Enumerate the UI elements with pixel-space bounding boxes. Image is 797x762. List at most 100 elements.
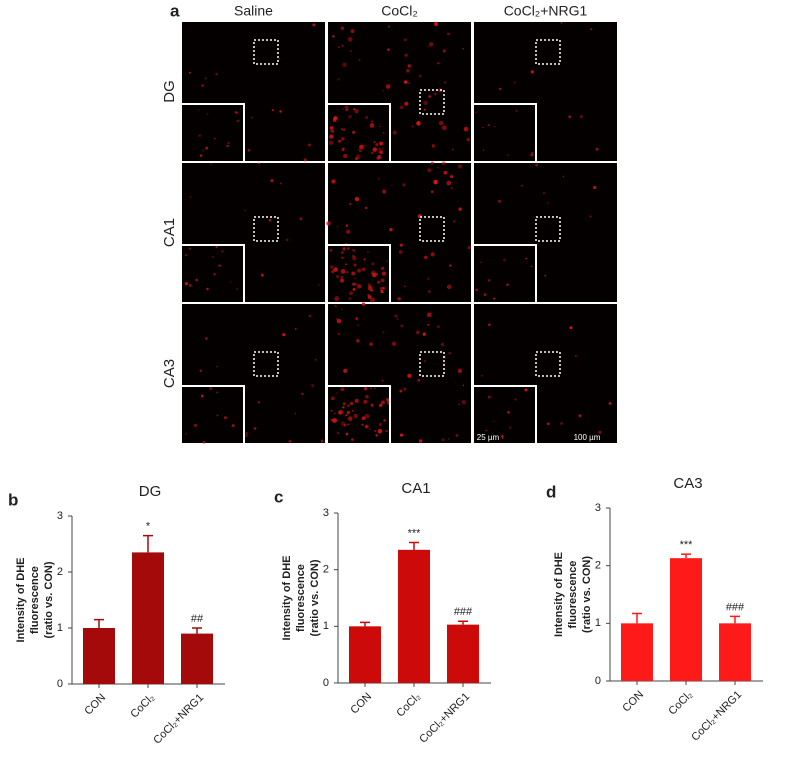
fluorescence-dot bbox=[286, 238, 289, 242]
scale-bar-label: 25 µm bbox=[477, 433, 500, 442]
fluorescence-dot bbox=[348, 416, 353, 421]
fluorescence-dot bbox=[406, 69, 410, 73]
fluorescence-dot bbox=[314, 359, 317, 361]
fluorescence-dot bbox=[506, 283, 509, 287]
micrograph bbox=[328, 304, 471, 443]
fluorescence-dot bbox=[336, 318, 342, 324]
inset-border bbox=[474, 103, 537, 161]
fluorescence-dot bbox=[342, 247, 346, 251]
fluorescence-dot bbox=[386, 398, 390, 402]
fluorescence-dot bbox=[488, 323, 491, 327]
fluorescence-dot bbox=[382, 147, 384, 149]
fluorescence-dot bbox=[342, 406, 345, 409]
fluorescence-dot bbox=[355, 317, 359, 321]
fluorescence-dot bbox=[337, 109, 339, 112]
fluorescence-dot bbox=[380, 400, 385, 405]
fluorescence-dot bbox=[195, 278, 199, 282]
fluorescence-dot bbox=[447, 32, 450, 35]
fluorescence-dot bbox=[482, 126, 484, 129]
fluorescence-dot bbox=[361, 416, 366, 421]
fluorescence-dot bbox=[455, 434, 459, 437]
fluorescence-dot bbox=[214, 137, 216, 140]
x-tick-label: CoCl₂+NRG1 bbox=[151, 692, 206, 747]
fluorescence-dot bbox=[404, 80, 408, 84]
fluorescence-dot bbox=[373, 141, 376, 143]
fluorescence-dot bbox=[312, 23, 316, 27]
fluorescence-dot bbox=[353, 263, 357, 267]
fluorescence-dot bbox=[487, 395, 491, 399]
fluorescence-dot bbox=[379, 141, 384, 146]
fluorescence-dot bbox=[357, 324, 360, 327]
fluorescence-dot bbox=[428, 95, 432, 98]
fluorescence-dot bbox=[342, 62, 347, 68]
fluorescence-dot bbox=[213, 273, 216, 276]
fluorescence-dot bbox=[441, 161, 446, 165]
fluorescence-dot bbox=[345, 224, 349, 227]
fluorescence-dot bbox=[257, 162, 260, 165]
fluorescence-dot bbox=[423, 360, 426, 363]
fluorescence-dot bbox=[392, 130, 397, 135]
fluorescence-dot bbox=[334, 296, 340, 302]
fluorescence-dot bbox=[357, 268, 362, 273]
fluorescence-dot bbox=[546, 422, 550, 426]
fluorescence-dot bbox=[386, 260, 388, 262]
fluorescence-dot bbox=[377, 151, 380, 153]
fluorescence-dot bbox=[446, 284, 452, 290]
inset-border bbox=[328, 385, 391, 443]
fluorescence-dot bbox=[334, 304, 337, 308]
fluorescence-dot bbox=[380, 289, 384, 294]
fluorescence-dot bbox=[341, 256, 344, 259]
x-tick-label: CoCl₂ bbox=[394, 691, 423, 720]
fluorescence-dot bbox=[399, 105, 404, 110]
fluorescence-dot bbox=[485, 429, 488, 432]
fluorescence-dot bbox=[397, 297, 401, 301]
fluorescence-dot bbox=[253, 427, 257, 430]
fluorescence-dot bbox=[407, 373, 412, 378]
fluorescence-dot bbox=[403, 387, 407, 391]
fluorescence-dot bbox=[294, 412, 297, 415]
fluorescence-dot bbox=[434, 92, 437, 96]
micrograph bbox=[474, 304, 617, 443]
fluorescence-dot bbox=[361, 423, 364, 426]
fluorescence-dot bbox=[370, 387, 372, 390]
fluorescence-dot bbox=[569, 326, 573, 330]
x-tick-label: CON bbox=[348, 691, 374, 717]
fluorescence-dot bbox=[524, 388, 528, 392]
fluorescence-dot bbox=[206, 287, 209, 291]
fluorescence-dot bbox=[407, 64, 411, 68]
fluorescence-dot bbox=[359, 144, 364, 150]
fluorescence-dot bbox=[354, 196, 360, 202]
fluorescence-dot bbox=[340, 410, 344, 414]
fluorescence-dot bbox=[348, 114, 352, 119]
fluorescence-dot bbox=[531, 151, 534, 155]
fluorescence-dot bbox=[342, 128, 346, 132]
fluorescence-dot bbox=[188, 284, 192, 287]
fluorescence-dot bbox=[349, 401, 354, 406]
fluorescence-dot bbox=[357, 284, 362, 289]
fluorescence-dot bbox=[520, 184, 523, 187]
fluorescence-dot bbox=[514, 398, 517, 401]
inset-border bbox=[182, 244, 245, 302]
fluorescence-dot bbox=[346, 229, 351, 234]
fluorescence-dot bbox=[430, 190, 434, 194]
fluorescence-dot bbox=[396, 318, 399, 321]
significance-label: * bbox=[146, 521, 151, 533]
fluorescence-dot bbox=[288, 439, 292, 443]
row-label: DG bbox=[161, 80, 178, 103]
fluorescence-dot bbox=[245, 432, 248, 435]
fluorescence-dot bbox=[535, 163, 538, 167]
fluorescence-dot bbox=[430, 161, 434, 165]
fluorescence-dot bbox=[330, 409, 333, 412]
fluorescence-dot bbox=[493, 420, 495, 423]
column-header: CoCl₂+NRG1 bbox=[504, 3, 588, 19]
fluorescence-dot bbox=[279, 110, 282, 113]
fluorescence-dot bbox=[354, 398, 359, 403]
error-bar bbox=[143, 534, 153, 553]
fluorescence-dot bbox=[206, 113, 209, 115]
fluorescence-dot bbox=[294, 327, 297, 330]
fluorescence-dot bbox=[427, 290, 431, 293]
fluorescence-dot bbox=[431, 144, 435, 148]
fluorescence-dot bbox=[234, 111, 237, 114]
fluorescence-dot bbox=[416, 330, 420, 335]
fluorescence-dot bbox=[354, 109, 359, 114]
